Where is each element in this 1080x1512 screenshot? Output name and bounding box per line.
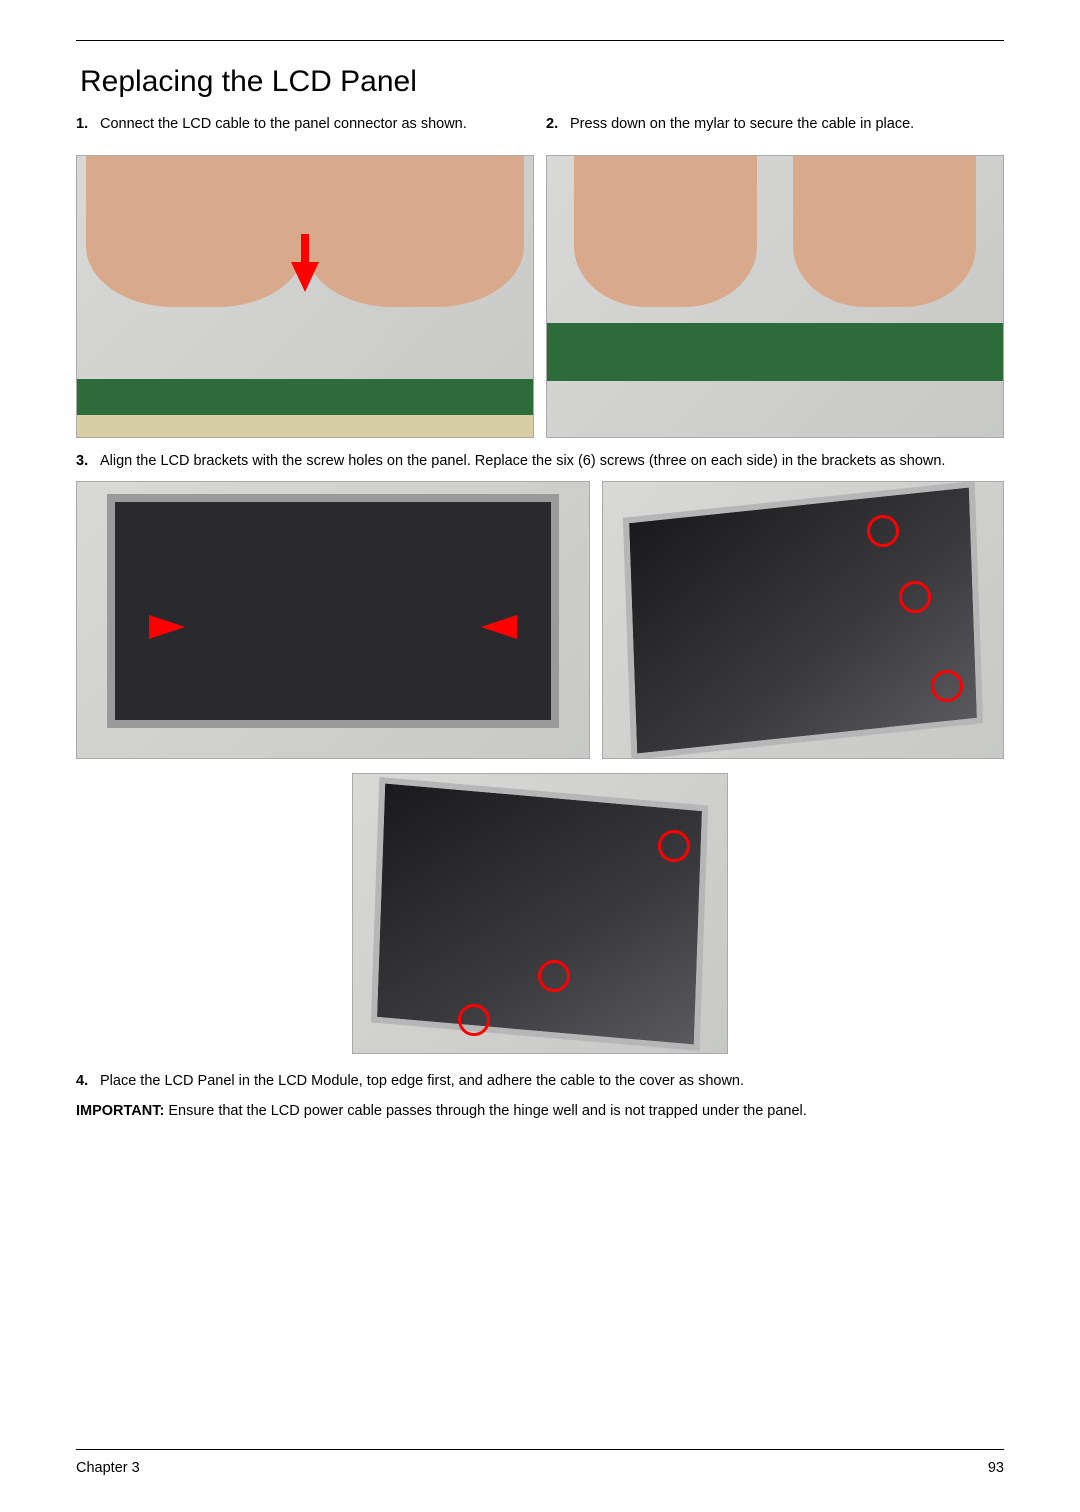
lcd-panel-graphic xyxy=(107,494,559,728)
step-2: 2. Press down on the mylar to secure the… xyxy=(546,115,1004,135)
step-2-image xyxy=(546,155,1004,438)
hand-icon xyxy=(86,156,305,308)
step-3-image-left xyxy=(76,481,590,759)
step-4: 4. Place the LCD Panel in the LCD Module… xyxy=(76,1072,1004,1092)
lcd-panel-graphic xyxy=(371,777,708,1051)
hand-icon xyxy=(574,156,756,308)
step-2-text: Press down on the mylar to secure the ca… xyxy=(570,116,914,132)
image-row-1 xyxy=(76,155,1004,438)
step-4-text: Place the LCD Panel in the LCD Module, t… xyxy=(100,1073,744,1089)
step-3-image-right xyxy=(602,481,1004,759)
hand-icon xyxy=(305,156,524,308)
important-text: Ensure that the LCD power cable passes t… xyxy=(164,1103,806,1119)
spacer xyxy=(76,1131,1004,1449)
step-3-num: 3. xyxy=(76,452,88,472)
screw-marker-icon xyxy=(458,1004,490,1036)
hand-icon xyxy=(793,156,975,308)
step-1: 1. Connect the LCD cable to the panel co… xyxy=(76,115,534,135)
step-1-image xyxy=(76,155,534,438)
important-label: IMPORTANT: xyxy=(76,1103,164,1119)
footer-chapter: Chapter 3 xyxy=(76,1460,140,1476)
arrow-left-icon xyxy=(481,615,517,639)
step-1-text: Connect the LCD cable to the panel conne… xyxy=(100,116,467,132)
image-row-3 xyxy=(76,773,1004,1054)
important-note: IMPORTANT: Ensure that the LCD power cab… xyxy=(76,1102,1004,1122)
arrow-right-icon xyxy=(149,615,185,639)
image-row-2 xyxy=(76,481,1004,759)
top-rule xyxy=(76,40,1004,41)
tape-strip xyxy=(77,415,533,437)
arrow-down-icon xyxy=(291,262,319,292)
step-4-num: 4. xyxy=(76,1072,88,1092)
pcb-strip xyxy=(547,323,1003,381)
footer-page-number: 93 xyxy=(988,1460,1004,1476)
page-title: Replacing the LCD Panel xyxy=(80,65,1004,99)
screw-marker-icon xyxy=(538,960,570,992)
page-footer: Chapter 3 93 xyxy=(76,1449,1004,1476)
step-2-num: 2. xyxy=(546,115,558,135)
screw-marker-icon xyxy=(867,515,899,547)
step-3-image-bottom xyxy=(352,773,728,1054)
screw-marker-icon xyxy=(931,670,963,702)
screw-marker-icon xyxy=(658,830,690,862)
step-1-num: 1. xyxy=(76,115,88,135)
step-row-1-2: 1. Connect the LCD cable to the panel co… xyxy=(76,115,1004,141)
step-3: 3. Align the LCD brackets with the screw… xyxy=(76,452,1004,472)
step-3-text: Align the LCD brackets with the screw ho… xyxy=(100,453,945,469)
lcd-panel-graphic xyxy=(623,481,983,759)
